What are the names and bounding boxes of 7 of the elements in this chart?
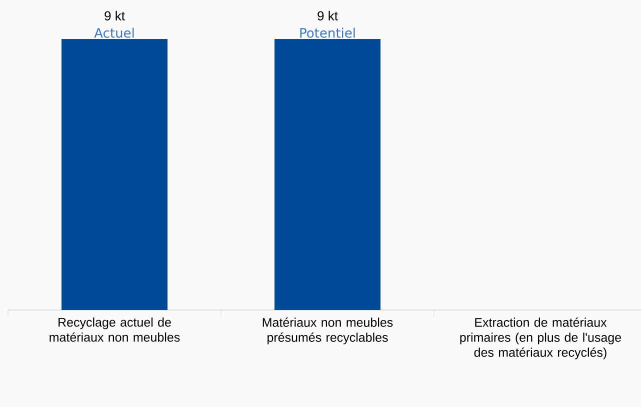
x-tick-label: Recyclage actuel de matériaux non meubles: [50, 318, 180, 342]
annotation: Actuel: [94, 28, 134, 38]
data-label: 9 kt: [318, 10, 338, 20]
data-label: 9 kt: [104, 10, 125, 20]
x-tick-label: Matériaux non meubles présumés recyclables: [262, 318, 393, 344]
x-tick-label: Extraction de matériaux primaires (en plus de l'usage des matériaux recyclés): [460, 318, 622, 360]
annotation: Potentiel: [300, 28, 355, 38]
